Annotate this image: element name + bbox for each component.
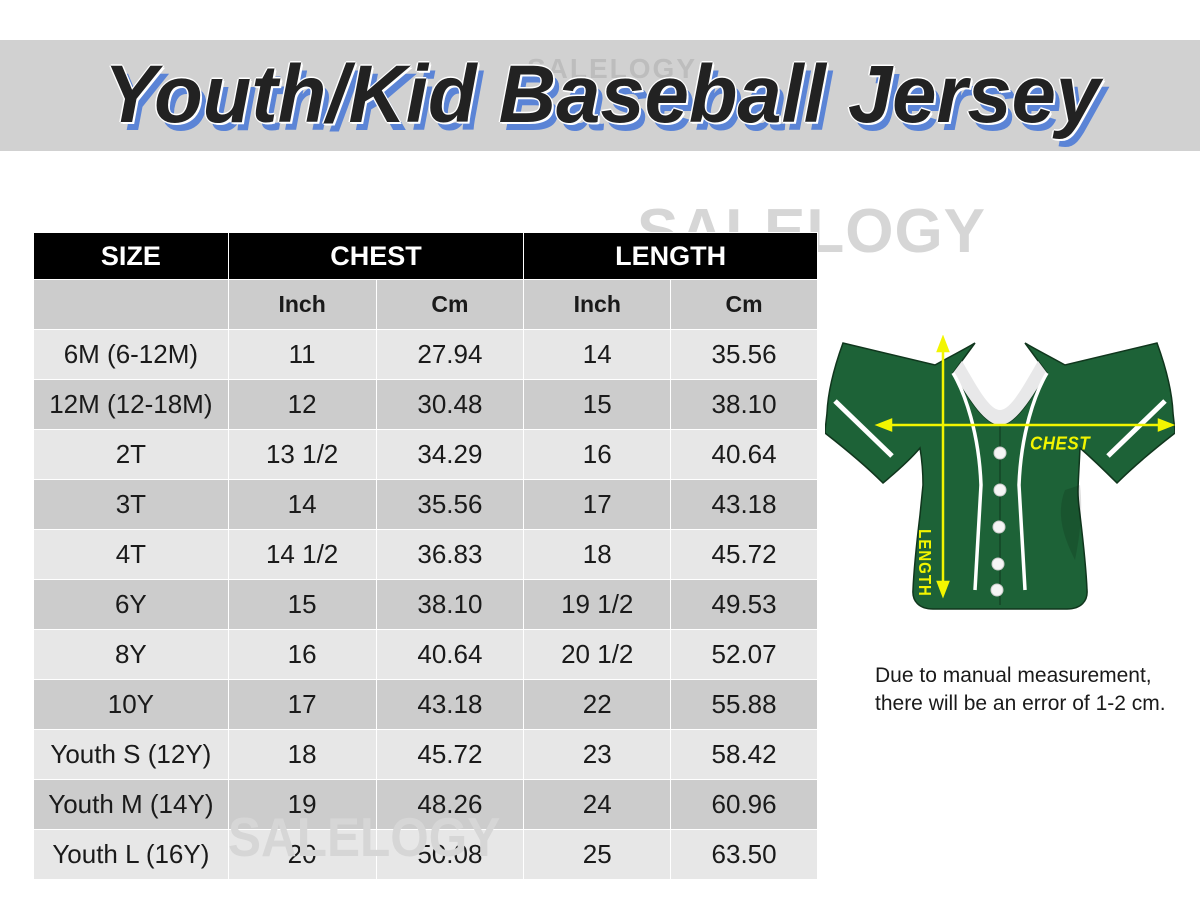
- svg-text:CHEST: CHEST: [1030, 433, 1092, 454]
- svg-text:LENGTH: LENGTH: [915, 529, 934, 597]
